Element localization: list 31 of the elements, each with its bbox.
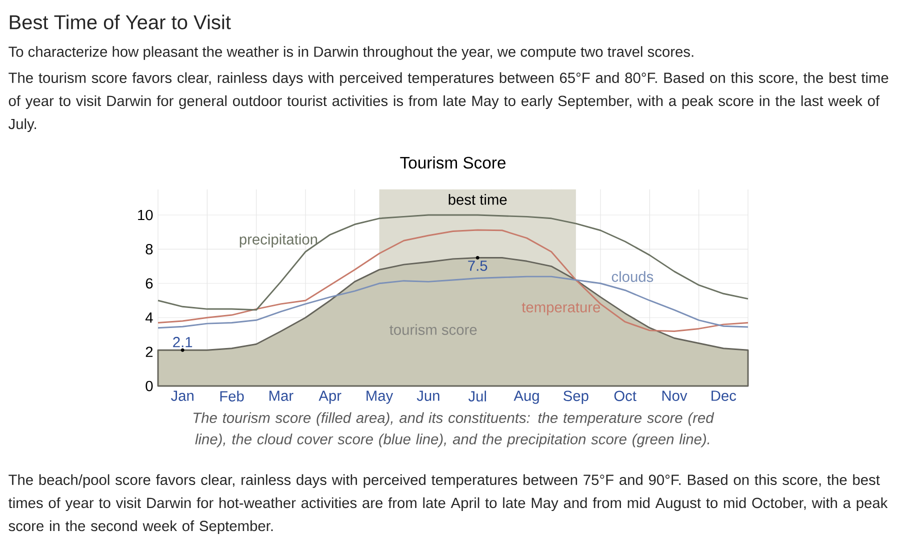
x-tick-label: Feb [220, 390, 244, 402]
x-tick-label: Mar [270, 390, 294, 401]
series-label: tourism score [390, 324, 477, 335]
x-tick-label: Jul [468, 390, 486, 402]
x-tick-label: Nov [662, 390, 688, 401]
series-label: temperature [522, 302, 600, 316]
y-tick-label: 6 [146, 278, 153, 289]
y-tick-label: 4 [145, 312, 153, 323]
y-tick-label: 0 [146, 380, 153, 392]
x-tick-label: Oct [614, 390, 636, 402]
y-tick-label: 2 [146, 346, 153, 357]
text: Best Time of Year to Visit [10, 14, 231, 30]
text: To characterize how pleasant the weather is in Darwin throughout the year, we compute two travel scores. [8, 46, 694, 60]
text: The beach/pool score favors clear, rainless days with perceived temperatures between 75°F and 90°F. Based on this score, the best times of year to visit Darwin for hot-weather activities are from late April to late May and from mid August to mid October, with a peak score in the second week of September. [8, 474, 888, 534]
annotation: 7.5 [468, 260, 488, 271]
x-tick-label: Sep [564, 390, 588, 404]
x-tick-label: Jun [416, 390, 440, 401]
y-tick-label: 8 [146, 244, 153, 254]
band-label: best time [448, 194, 507, 205]
x-tick-label: Jan [170, 390, 194, 401]
series-label: precipitation [240, 234, 318, 248]
text: The tourism score (filled area), and its constituents: the temperature score (red line), the cloud cover score (blue line), and the precipitation score (green line). [193, 412, 714, 448]
x-tick-label: Apr [318, 390, 342, 404]
annotation: 2.1 [173, 336, 192, 348]
x-tick-label: Aug [514, 390, 539, 404]
chart-title: Tourism Score [400, 156, 506, 169]
y-tick-label: 10 [138, 210, 153, 220]
x-tick-label: May [366, 390, 394, 404]
series-label: clouds [612, 271, 654, 282]
x-tick-label: Dec [712, 390, 736, 401]
text: The tourism score favors clear, rainless days with perceived temperatures between 65°F and 80°F. Based on this score, the best time of year to visit Darwin for general outdoor tourist activities is from late May to early September, with a peak score in the last week of July. [8, 72, 888, 132]
